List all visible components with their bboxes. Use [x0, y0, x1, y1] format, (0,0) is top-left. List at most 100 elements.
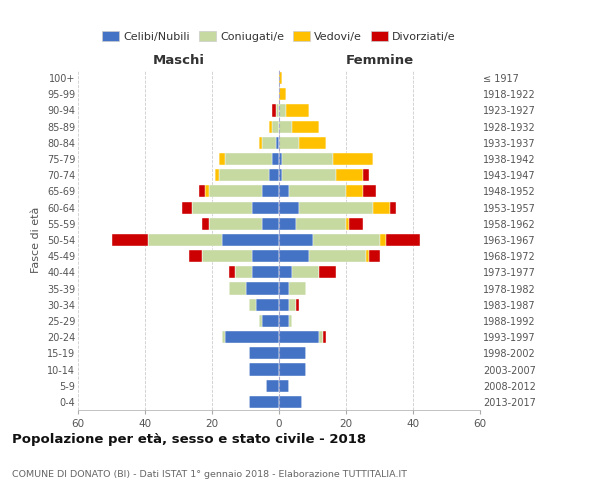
Bar	[319, 331, 323, 343]
Bar	[218, 169, 269, 181]
Bar	[259, 315, 262, 327]
Bar	[275, 137, 279, 149]
Bar	[389, 202, 396, 213]
Bar	[279, 218, 296, 230]
Bar	[279, 137, 299, 149]
Bar	[346, 186, 363, 198]
Bar	[222, 234, 279, 246]
Bar	[349, 218, 363, 230]
Bar	[256, 298, 279, 311]
Bar	[229, 266, 235, 278]
Bar	[363, 186, 376, 198]
Bar	[245, 282, 279, 294]
Bar	[235, 266, 252, 278]
Bar	[199, 186, 205, 198]
Bar	[279, 298, 289, 311]
Bar	[373, 202, 389, 213]
Legend: Celibi/Nubili, Coniugati/e, Vedovi/e, Divorziati/e: Celibi/Nubili, Coniugati/e, Vedovi/e, Di…	[99, 28, 459, 46]
Bar	[286, 104, 309, 117]
Bar	[209, 218, 262, 230]
Bar	[323, 331, 326, 343]
Bar	[346, 218, 349, 230]
Bar	[380, 234, 386, 246]
Bar	[209, 186, 262, 198]
Bar	[272, 153, 279, 165]
Bar	[279, 380, 289, 392]
Bar	[269, 169, 279, 181]
Bar	[299, 202, 373, 213]
Bar	[279, 72, 283, 84]
Bar	[279, 348, 306, 360]
Bar	[289, 315, 292, 327]
Bar	[279, 169, 283, 181]
Bar	[283, 169, 336, 181]
Bar	[262, 137, 275, 149]
Bar	[269, 120, 272, 132]
Bar	[249, 298, 256, 311]
Bar	[279, 315, 289, 327]
Bar	[279, 364, 306, 376]
Y-axis label: Fasce di età: Fasce di età	[31, 207, 41, 273]
Bar	[215, 169, 218, 181]
Bar	[279, 88, 286, 101]
Bar	[279, 104, 286, 117]
Bar	[366, 250, 370, 262]
Bar	[202, 218, 209, 230]
Bar	[262, 315, 279, 327]
Bar	[192, 202, 252, 213]
Bar	[289, 298, 296, 311]
Bar	[229, 282, 245, 294]
Bar	[309, 250, 366, 262]
Bar	[148, 234, 222, 246]
Bar	[266, 380, 279, 392]
Bar	[112, 234, 148, 246]
Bar	[249, 348, 279, 360]
Bar	[252, 250, 279, 262]
Bar	[279, 266, 292, 278]
Bar	[279, 331, 319, 343]
Bar	[188, 250, 202, 262]
Bar	[279, 186, 289, 198]
Bar	[292, 266, 319, 278]
Bar	[283, 153, 332, 165]
Bar	[279, 396, 302, 408]
Bar	[279, 282, 289, 294]
Bar	[252, 266, 279, 278]
Bar	[279, 120, 292, 132]
Text: Maschi: Maschi	[152, 54, 205, 67]
Bar	[272, 104, 275, 117]
Bar	[249, 396, 279, 408]
Text: Popolazione per età, sesso e stato civile - 2018: Popolazione per età, sesso e stato civil…	[12, 432, 366, 446]
Bar	[279, 234, 313, 246]
Bar	[275, 104, 279, 117]
Bar	[363, 169, 370, 181]
Bar	[219, 153, 226, 165]
Text: COMUNE DI DONATO (BI) - Dati ISTAT 1° gennaio 2018 - Elaborazione TUTTITALIA.IT: COMUNE DI DONATO (BI) - Dati ISTAT 1° ge…	[12, 470, 407, 479]
Bar	[296, 218, 346, 230]
Bar	[332, 153, 373, 165]
Bar	[296, 298, 299, 311]
Bar	[262, 186, 279, 198]
Bar	[252, 202, 279, 213]
Bar	[292, 120, 319, 132]
Bar	[202, 250, 252, 262]
Bar	[289, 282, 306, 294]
Bar	[299, 137, 326, 149]
Bar	[222, 331, 226, 343]
Bar	[226, 153, 272, 165]
Bar	[182, 202, 192, 213]
Bar	[226, 331, 279, 343]
Bar	[313, 234, 380, 246]
Bar	[279, 250, 309, 262]
Bar	[272, 120, 279, 132]
Bar	[279, 202, 299, 213]
Bar	[289, 186, 346, 198]
Bar	[386, 234, 420, 246]
Bar	[259, 137, 262, 149]
Bar	[279, 153, 283, 165]
Text: Femmine: Femmine	[346, 54, 413, 67]
Bar	[249, 364, 279, 376]
Bar	[336, 169, 363, 181]
Bar	[262, 218, 279, 230]
Bar	[205, 186, 209, 198]
